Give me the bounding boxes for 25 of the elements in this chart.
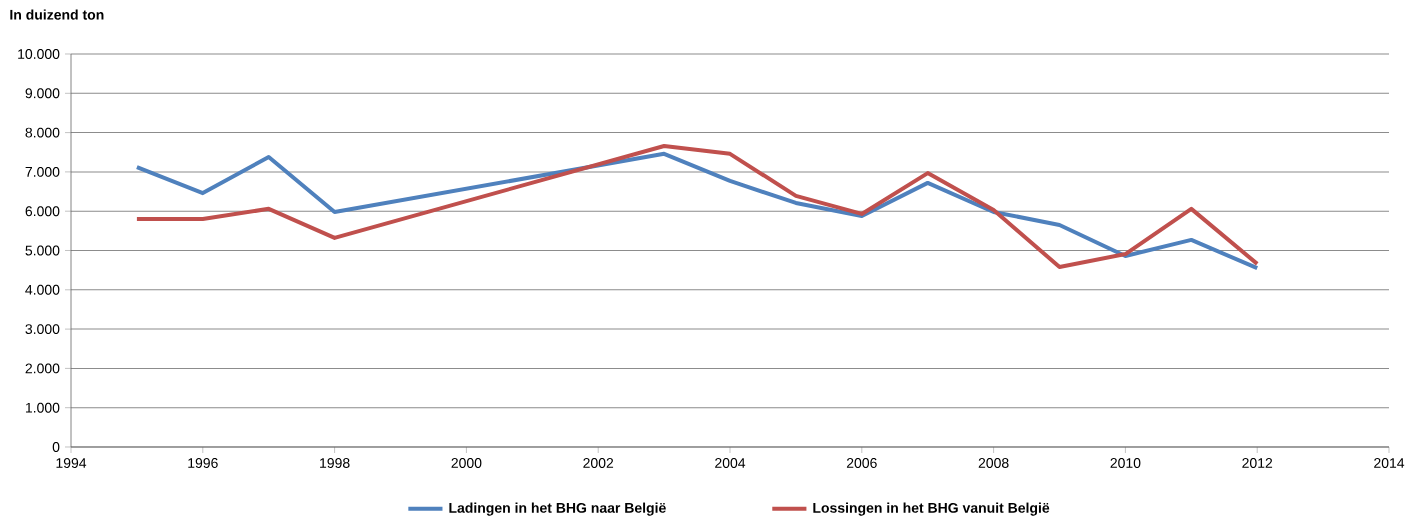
y-tick-label: 6.000: [25, 206, 60, 217]
y-tick-label: 7.000: [25, 166, 60, 177]
x-tick-label: 2006: [846, 458, 877, 468]
x-tick-label: 1998: [320, 458, 350, 468]
y-tick-label: 5.000: [25, 245, 60, 256]
x-tick-label: 2008: [978, 458, 1009, 468]
legend-label: Lossingen in het BHG vanuit België: [813, 502, 1050, 516]
x-tick-label: 2012: [1242, 458, 1273, 468]
x-tick-label: 2010: [1110, 458, 1141, 468]
x-tick-label: 1994: [56, 458, 87, 468]
x-tick-label: 2002: [583, 458, 614, 468]
x-tick-label: 2014: [1374, 458, 1405, 468]
y-tick-label: 2.000: [25, 363, 60, 374]
y-tick-label: 3.000: [25, 324, 60, 335]
y-tick-label: 9.000: [25, 88, 60, 99]
y-tick-label: 4.000: [25, 284, 60, 295]
y-axis-title: In duizend ton: [10, 9, 104, 20]
y-tick-label: 1.000: [25, 402, 60, 413]
x-tick-label: 1996: [188, 458, 218, 468]
y-tick-label: 8.000: [25, 127, 60, 138]
y-tick-label: 10.000: [18, 49, 60, 59]
legend-label: Ladingen in het BHG naar België: [449, 502, 666, 516]
x-tick-label: 2000: [451, 458, 482, 468]
x-tick-label: 2004: [715, 458, 746, 468]
y-tick-label: 0: [52, 442, 60, 452]
